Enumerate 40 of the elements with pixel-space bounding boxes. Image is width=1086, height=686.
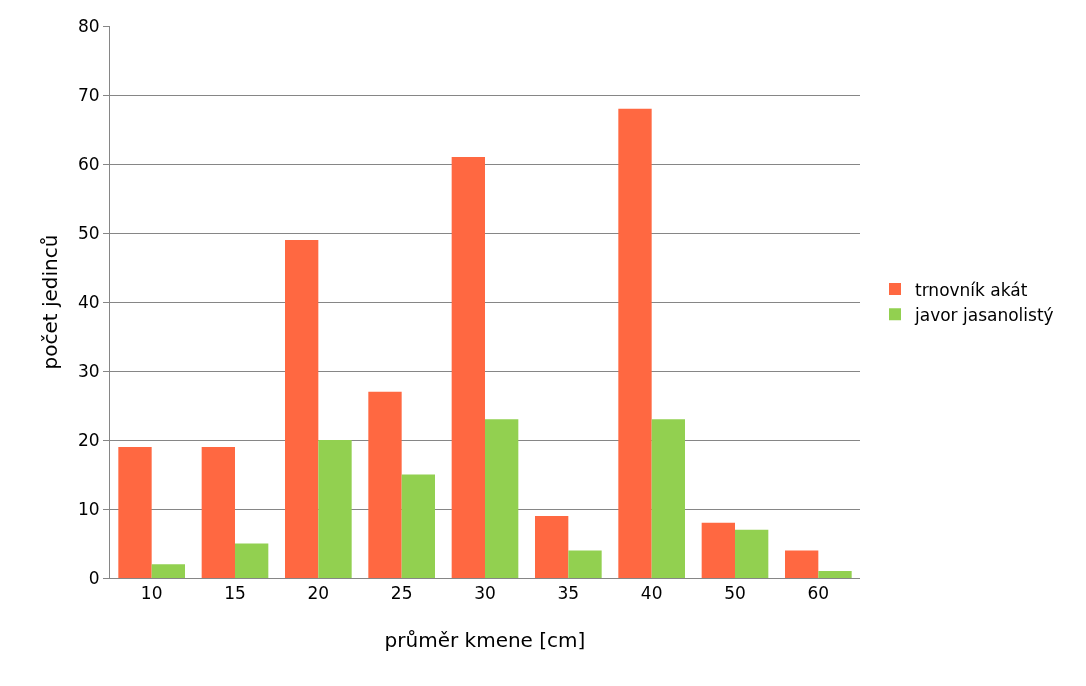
bar: [785, 550, 819, 578]
legend-label: javor jasanolistý: [914, 304, 1054, 325]
x-tick-label: 35: [557, 583, 580, 604]
y-tick-label: 70: [77, 84, 100, 105]
legend-label: trnovník akát: [915, 279, 1028, 300]
y-axis-title: počet jedinců: [38, 234, 63, 370]
y-tick-label: 40: [77, 291, 100, 312]
bar: [651, 419, 685, 578]
y-tick-label: 10: [77, 498, 100, 519]
bar: [401, 474, 435, 578]
bar: [701, 522, 735, 578]
y-tick-label: 50: [77, 222, 100, 243]
x-tick-label: 20: [307, 583, 330, 604]
y-tick-label: 20: [77, 429, 100, 450]
bar: [151, 564, 185, 578]
bar: [368, 391, 402, 578]
y-tick-label: 80: [77, 15, 100, 36]
x-tick-label: 25: [390, 583, 413, 604]
x-tick-label: 10: [140, 583, 163, 604]
x-axis-title: průměr kmene [cm]: [384, 627, 586, 652]
bar: [118, 446, 152, 578]
bar: [201, 446, 235, 578]
bar: [618, 108, 652, 578]
y-tick-label: 0: [88, 567, 100, 588]
bar: [568, 550, 602, 578]
x-tick-label: 60: [807, 583, 830, 604]
bar: [451, 157, 485, 578]
y-tick-label: 60: [77, 153, 100, 174]
y-tick-label: 30: [77, 360, 100, 381]
x-tick-label: 50: [724, 583, 746, 604]
bar: [535, 515, 569, 578]
bar: [318, 440, 352, 578]
x-tick-label: 40: [640, 583, 663, 604]
x-tick-label: 30: [474, 583, 496, 604]
bar: [485, 419, 519, 578]
bar: [818, 571, 852, 578]
bar: [235, 543, 269, 578]
bar: [285, 239, 319, 578]
bar: [735, 529, 769, 578]
x-tick-label: 15: [224, 583, 246, 604]
